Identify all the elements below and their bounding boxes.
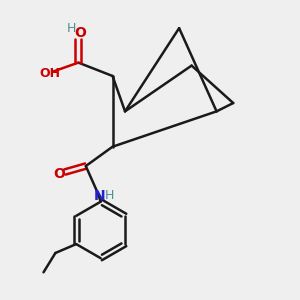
Text: OH: OH [40,68,61,80]
Text: N: N [93,189,105,203]
Text: H: H [105,189,114,202]
Text: O: O [74,26,86,40]
Text: H: H [66,22,76,35]
Text: O: O [54,167,66,182]
